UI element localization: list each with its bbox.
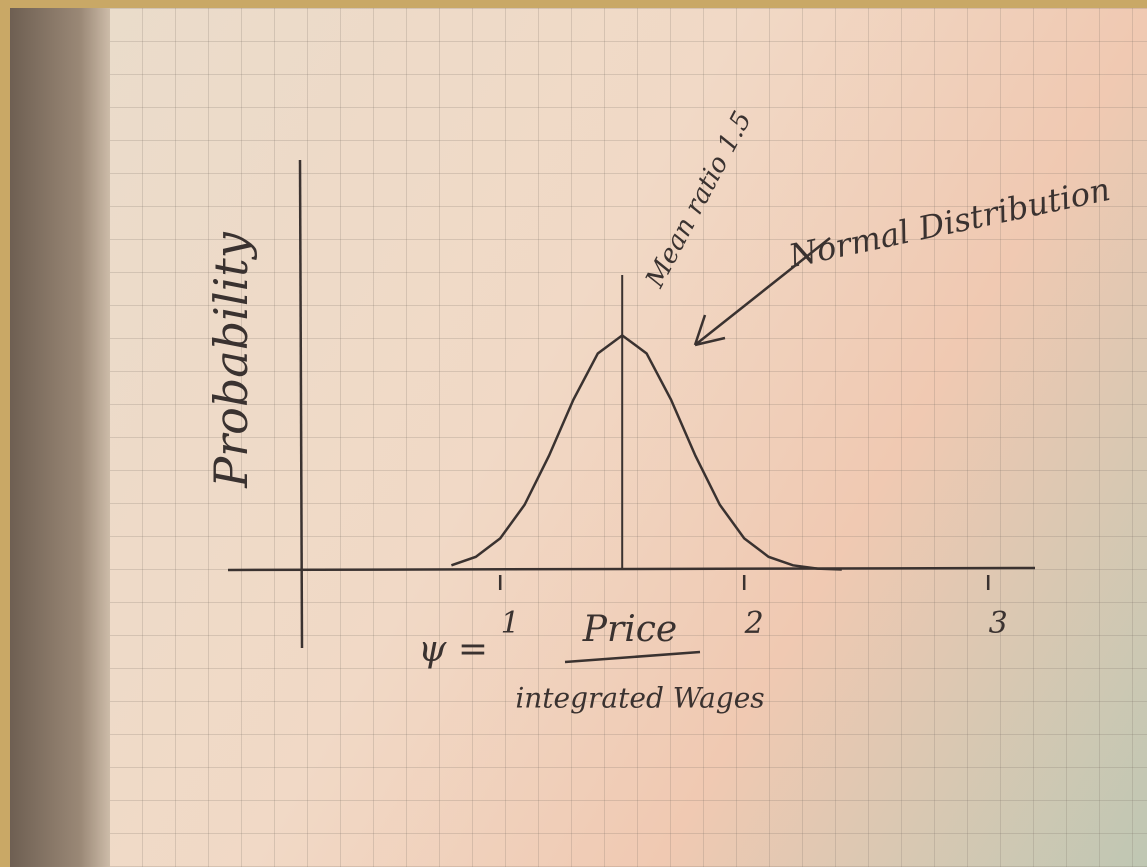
x-axis-label-numerator: Price xyxy=(582,609,677,650)
x-tick-label: 1 xyxy=(501,606,520,641)
y-axis xyxy=(298,159,304,649)
x-tick-label: 3 xyxy=(989,606,1008,641)
curve xyxy=(450,333,842,571)
x-axis-label-denominator: integrated Wages xyxy=(515,682,764,715)
x-axis-label: ψ = xyxy=(418,629,488,670)
mean-annotation: Mean ratio 1.5 xyxy=(640,107,758,294)
paper xyxy=(10,8,1147,867)
curve-annotation: Normal Distribution xyxy=(785,170,1114,275)
notebook-edge xyxy=(10,8,110,867)
annotation-arrow xyxy=(693,237,831,347)
fraction-bar xyxy=(564,650,701,664)
x-tick-label: 2 xyxy=(744,606,764,641)
x-axis xyxy=(227,566,1036,572)
y-axis-label: Probability xyxy=(204,231,258,489)
